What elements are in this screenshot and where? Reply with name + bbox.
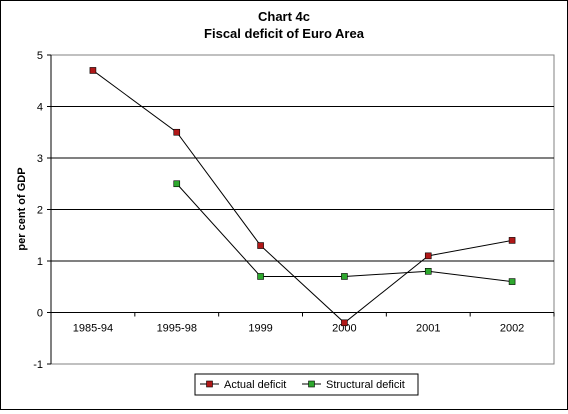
y-tick-label: 5 (37, 50, 43, 62)
legend-actual-marker (206, 380, 213, 388)
legend-structural-label: Structural deficit (326, 379, 405, 391)
series-0-point (508, 237, 516, 244)
series-0-point (173, 128, 181, 136)
series-1-point (257, 273, 264, 280)
legend: Actual deficit Structural deficit (194, 373, 419, 396)
series-layer (89, 67, 516, 327)
series-line-0 (92, 70, 513, 324)
x-tick-label: 2000 (332, 323, 356, 335)
legend-structural-marker (308, 380, 315, 388)
x-tick-label: 1995-98 (157, 323, 197, 335)
series-1-point (341, 273, 348, 280)
y-tick-label: 0 (37, 308, 43, 320)
y-tick-label: 3 (37, 153, 43, 165)
series-0-point (257, 242, 264, 249)
x-axis-ticks: 1985-94 1995-98 1999 2000 2001 2002 (50, 312, 555, 335)
legend-actual-label: Actual deficit (224, 379, 286, 391)
x-tick-label: 2002 (500, 323, 524, 335)
series-1-point (508, 278, 516, 285)
y-tick-label: 2 (37, 205, 43, 217)
x-tick-label: 1985-94 (73, 323, 113, 335)
x-tick-label: 1999 (248, 323, 272, 335)
chart-subtitle: Fiscal deficit of Euro Area (204, 26, 365, 41)
series-1-point (173, 180, 181, 188)
x-tick-label: 2001 (416, 323, 440, 335)
series-0-point (341, 319, 348, 327)
y-tick-label: -1 (33, 359, 43, 371)
series-1-point (424, 267, 432, 275)
series-0-point (89, 67, 97, 74)
y-tick-label: 1 (37, 256, 43, 268)
chart-title: Chart 4c (258, 9, 310, 24)
y-axis-ticks: -1 0 1 2 3 4 5 (33, 50, 51, 371)
series-0-point (424, 252, 432, 260)
y-axis-title: per cent of GDP (16, 167, 28, 250)
y-tick-label: 4 (37, 102, 43, 114)
